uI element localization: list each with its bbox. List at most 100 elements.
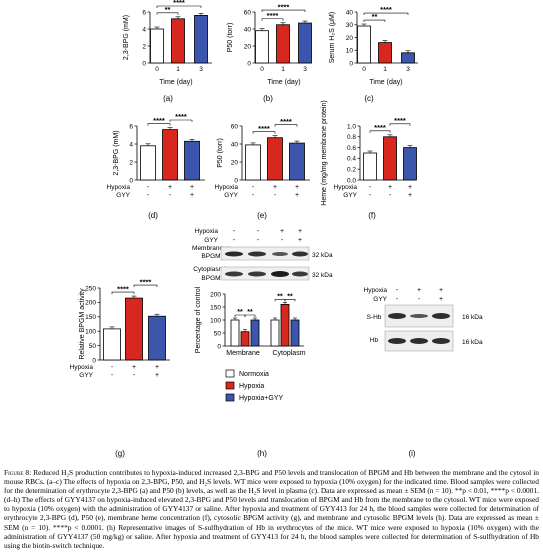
condition-sign: -	[133, 372, 136, 379]
condition-sign: -	[369, 192, 372, 199]
significance-bracket	[156, 5, 202, 8]
x-tick-label: 3	[199, 66, 203, 73]
significance-label: ****	[173, 0, 185, 7]
bar	[290, 319, 300, 347]
blot-band	[248, 251, 266, 257]
panel-label-c: (c)	[364, 94, 374, 103]
condition-sign: -	[274, 192, 277, 199]
blot-h-hypoxia-label: Hypoxia	[195, 228, 219, 235]
significance-label: ****	[394, 116, 406, 125]
bar	[162, 129, 178, 181]
significance-bracket	[111, 291, 135, 295]
blot-i-gyy-sign: +	[439, 296, 443, 303]
y-tick-label: 150	[85, 314, 96, 321]
y-tick-label: 100	[85, 329, 96, 336]
y-tick-label: 10	[346, 48, 354, 55]
blot-band	[248, 271, 266, 277]
bar	[378, 42, 392, 64]
blot-h-row-label: Cytoplasmic	[193, 266, 229, 273]
bar	[280, 303, 290, 347]
y-tick-label: 150	[210, 304, 221, 311]
significance-bracket	[244, 314, 256, 317]
x-tick-label: 3	[303, 66, 307, 73]
y-tick-label: 6	[142, 9, 146, 16]
condition-label: Hypoxia	[107, 184, 131, 191]
significance-label: **	[247, 309, 253, 316]
chart-panel-a: 0 2 4 6 2,3-BPG (mM) 0 1 3 ******	[123, 0, 212, 73]
y-tick-label: 40	[231, 141, 239, 148]
condition-label: Hypoxia	[215, 184, 239, 191]
legend-label: Hypoxia+GYY	[239, 395, 283, 402]
y-tick-label: 2	[142, 43, 146, 50]
condition-table-f: Hypoxia - + +GYY - - +	[334, 184, 413, 199]
legend-label: Hypoxia	[239, 383, 264, 390]
y-tick-label: 60	[244, 9, 252, 16]
y-tick-label: 4	[129, 141, 133, 148]
condition-sign: -	[169, 192, 172, 199]
y-tick-label: 20	[231, 159, 239, 166]
y-tick-label: 30	[346, 22, 354, 29]
significance-label: **	[372, 12, 378, 21]
bar	[270, 319, 280, 347]
blot-i-hypoxia-sign: +	[417, 287, 421, 294]
y-tick-label: 0	[349, 60, 353, 67]
bar	[401, 52, 415, 64]
condition-label: GYY	[343, 192, 357, 199]
legend-label: Normoxia	[239, 371, 269, 378]
blot-band	[410, 314, 428, 318]
significance-bracket	[284, 299, 296, 302]
blot-i-row-label: S-Hb	[367, 314, 382, 321]
y-axis-label: Percentage of control	[195, 286, 202, 353]
bar	[357, 25, 371, 64]
condition-sign: +	[190, 184, 194, 191]
condition-sign: -	[147, 184, 150, 191]
y-tick-label: 0	[217, 343, 221, 350]
x-tick-label: Cytoplasm	[272, 350, 305, 357]
xlabel-c: Time (day)	[369, 79, 402, 86]
significance-label: ****	[374, 123, 386, 132]
bar	[403, 147, 417, 181]
bar	[255, 30, 269, 64]
blot-band	[272, 252, 288, 256]
condition-sign: +	[155, 372, 159, 379]
condition-sign: -	[147, 192, 150, 199]
significance-label: ****	[140, 277, 152, 286]
bar	[240, 331, 250, 347]
bar	[125, 297, 143, 361]
blot-i-hypoxia-sign: -	[396, 287, 399, 294]
significance-label: **	[237, 309, 243, 316]
condition-table-g: Hypoxia - + +GYY - - +	[70, 364, 160, 379]
bar	[184, 140, 200, 181]
blot-band	[292, 271, 308, 277]
y-tick-label: 50	[89, 343, 97, 350]
bar	[148, 315, 166, 361]
blot-i-gyy-sign: -	[396, 296, 399, 303]
legend-swatch-normoxia	[225, 369, 235, 378]
chart-panel-b: 0 20 40 60 P50 (torr) 0 1 3 ********	[227, 2, 312, 73]
blot-i-hypoxia-label: Hypoxia	[364, 287, 388, 294]
y-tick-label: 0.6	[347, 145, 356, 152]
blot-h-row-label: BPGM	[201, 275, 220, 282]
y-tick-label: 2	[129, 159, 133, 166]
legend-h: Normoxia Hypoxia Hypoxia+GYY	[225, 369, 283, 402]
condition-label: GYY	[79, 372, 93, 379]
blot-band	[388, 313, 406, 319]
y-axis-label: P50 (torr)	[217, 138, 224, 168]
bar	[103, 328, 121, 361]
blot-h-gyy-label: GYY	[204, 237, 218, 244]
blot-h-row-label: Membranous	[192, 245, 231, 252]
condition-label: GYY	[116, 192, 130, 199]
significance-bracket	[363, 12, 409, 16]
y-axis-label: Heme (mg/mg membrane protein)	[321, 100, 328, 205]
y-tick-label: 0	[247, 60, 251, 67]
significance-label: **	[287, 294, 293, 301]
significance-bracket	[369, 130, 391, 133]
condition-sign: +	[295, 184, 299, 191]
bar	[289, 142, 305, 181]
panel-label-b: (b)	[263, 94, 273, 103]
condition-label: Hypoxia	[334, 184, 358, 191]
panel-label-g: (g)	[115, 449, 125, 458]
condition-sign: -	[252, 184, 255, 191]
x-tick-label: Membrane	[226, 350, 260, 357]
blot-h-gyy-sign: -	[233, 237, 236, 244]
